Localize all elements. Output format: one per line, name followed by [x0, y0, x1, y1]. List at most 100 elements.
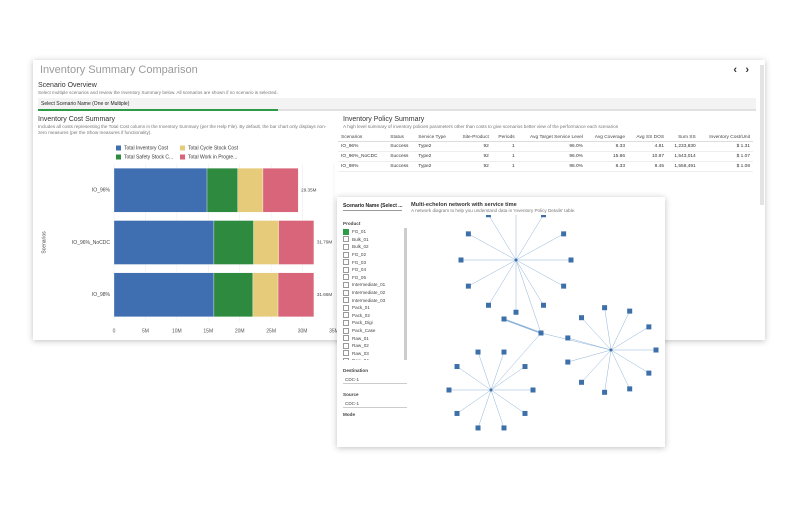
product-list: FG_01 Bulk_01 Bulk_02 FG_02 FG_03 FG_04 FG_05 I… — [343, 228, 407, 360]
node — [561, 231, 567, 237]
edge — [610, 349, 630, 389]
filter-item[interactable]: Pack_Case — [343, 327, 404, 335]
node — [486, 302, 491, 308]
table-cell: Type2 — [415, 161, 455, 172]
dropdown[interactable]: CDC-1 — [343, 400, 407, 408]
cost-chart: Total Inventory Cost Total Safety Stock C… — [41, 145, 339, 334]
page-title: Inventory Summary Comparison — [40, 64, 198, 76]
x-tick-label: 30M — [298, 328, 308, 334]
filter-item[interactable]: Intermediate_02 — [343, 289, 404, 297]
filter-item[interactable]: Raw_02 — [343, 342, 404, 350]
filter-item[interactable]: Raw_04 — [343, 357, 404, 360]
filter-tab[interactable]: Scenario Name (Select ... — [343, 203, 403, 211]
x-tick-label: 20M — [235, 328, 245, 334]
node — [475, 425, 481, 431]
checkbox — [343, 335, 349, 342]
node — [458, 257, 464, 263]
filter-item[interactable]: FG_04 — [343, 266, 404, 274]
filter-item[interactable]: Bulk_02 — [343, 243, 404, 251]
filter-item[interactable]: FG_02 — [343, 251, 404, 259]
edge — [468, 259, 517, 287]
edge — [456, 366, 492, 391]
edge — [604, 349, 612, 393]
edge — [456, 389, 492, 414]
filter-item-label: Pack_01 — [352, 305, 370, 311]
x-tick-label: 25M — [266, 328, 276, 334]
bar-segment — [213, 272, 254, 317]
table-cell: 96.0% — [517, 151, 586, 162]
bar-segment — [206, 168, 238, 213]
section-description: Select multiple scenarios and review the… — [38, 90, 278, 95]
x-tick-label: 15M — [203, 328, 213, 334]
table-cell: Success — [387, 161, 416, 172]
filter-item-label: Pack_Case — [352, 328, 376, 334]
checkbox — [343, 228, 349, 235]
bar-segment — [113, 272, 215, 317]
filter-item[interactable]: Intermediate_01 — [343, 281, 404, 289]
table-cell: 15.86 — [585, 151, 629, 162]
filter-item-label: FG_03 — [352, 259, 367, 265]
table-cell: 1 — [491, 151, 518, 162]
table-cell: IO_98% — [338, 161, 388, 172]
filter-item-label: Intermediate_01 — [352, 282, 386, 288]
edge — [610, 311, 630, 351]
filter-item[interactable]: Bulk_01 — [343, 236, 404, 244]
edge — [488, 215, 517, 261]
filter-item[interactable]: Pack_02 — [343, 312, 404, 320]
bar-segment — [113, 220, 215, 265]
hub — [514, 258, 518, 262]
filter-label: Mode — [343, 412, 355, 417]
edge — [490, 389, 526, 414]
column-header: Service Type — [415, 134, 455, 142]
table-cell: 1 — [491, 141, 518, 152]
filter-item[interactable]: FG_05 — [343, 274, 404, 282]
filter-item[interactable]: FG_01 — [343, 228, 404, 236]
node — [579, 379, 585, 385]
filter-item[interactable]: Pack_Digi — [343, 319, 404, 327]
edge — [610, 349, 649, 374]
bar-segment — [253, 220, 279, 265]
node — [530, 387, 536, 393]
filter-item[interactable]: Raw_01 — [343, 334, 404, 342]
filter-label: Source — [343, 392, 359, 397]
next-button[interactable]: › — [745, 64, 749, 76]
node — [465, 283, 471, 289]
dropdown[interactable]: CDC-1 — [343, 376, 407, 384]
filter-item-label: Raw_02 — [352, 343, 369, 349]
checkbox — [343, 289, 349, 296]
hub — [489, 388, 493, 392]
filter-panel: Product FG_01 Bulk_01 Bulk_02 FG_02 FG_03 FG_… — [343, 221, 407, 417]
tab-indicator — [38, 109, 278, 111]
table-cell: 1 — [491, 161, 518, 172]
legend-label: Total Safety Stock C... — [124, 154, 173, 160]
filter-item[interactable]: Intermediate_03 — [343, 296, 404, 304]
table-wrap: Scenarios Status Service Type Site-Product P… — [338, 134, 753, 172]
table-cell: Success — [387, 141, 416, 152]
scrollbar[interactable] — [760, 65, 764, 205]
table-cell: Type2 — [415, 151, 455, 162]
node — [454, 410, 460, 416]
filter-item[interactable]: Pack_01 — [343, 304, 404, 312]
table-row: IO_98% Success Type2 92 1 98.0% 8.33 8.45 1,558,… — [338, 161, 753, 172]
table-cell: 10.87 — [628, 151, 668, 162]
checkbox — [343, 281, 349, 288]
tab[interactable]: Select Scenario Name (One or Multiple) — [41, 101, 130, 107]
table-cell: $ 1.31 — [698, 141, 753, 152]
table-cell: 92 — [454, 151, 492, 162]
node — [522, 410, 528, 416]
edge — [477, 351, 492, 391]
prev-button[interactable]: ‹ — [733, 64, 737, 76]
bar-segment — [278, 220, 315, 265]
node — [627, 308, 633, 314]
node — [646, 370, 652, 376]
edge — [490, 332, 542, 391]
x-tick-label: 5M — [142, 328, 149, 334]
legend-swatch — [180, 154, 185, 160]
filter-item[interactable]: Raw_03 — [343, 350, 404, 358]
filter-item[interactable]: FG_03 — [343, 258, 404, 266]
filter-item-label: Raw_01 — [352, 335, 369, 341]
node — [475, 349, 481, 355]
checkbox — [343, 243, 349, 250]
table-row: IO_96% Success Type2 92 1 96.0% 8.33 4.81 1,233,… — [338, 141, 753, 152]
